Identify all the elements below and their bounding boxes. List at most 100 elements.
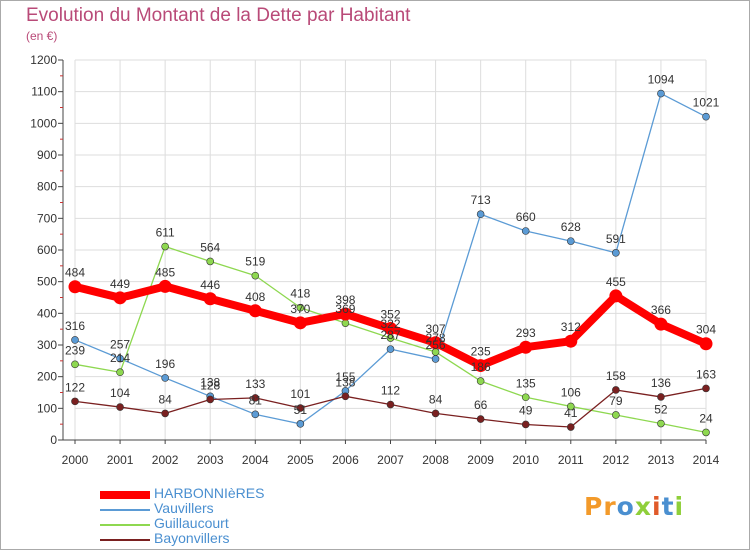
data-point [702, 384, 710, 393]
data-label: 660 [516, 210, 536, 224]
x-tick-label: 2000 [62, 453, 89, 467]
legend-label-vauvillers: Vauvillers [154, 500, 214, 516]
data-point [612, 411, 620, 419]
data-point [68, 280, 82, 294]
data-label: 104 [110, 386, 130, 400]
data-label: 41 [564, 406, 578, 420]
legend-label-bayonvillers: Bayonvillers [154, 530, 230, 546]
data-label: 322 [380, 317, 400, 331]
x-tick-label: 2001 [107, 453, 134, 467]
y-tick-label: 600 [37, 243, 57, 257]
data-label: 304 [696, 323, 716, 337]
proxiti-logo: Proxiti [584, 492, 685, 521]
x-tick-label: 2013 [648, 453, 675, 467]
x-tick-label: 2011 [558, 453, 584, 467]
data-point [386, 345, 395, 353]
y-tick-label: 0 [50, 433, 57, 447]
data-point [476, 377, 485, 385]
data-label: 186 [471, 360, 491, 374]
data-point [657, 393, 665, 401]
data-label: 455 [606, 275, 626, 289]
data-point [521, 393, 530, 402]
data-point [702, 428, 710, 437]
data-label: 446 [200, 278, 220, 292]
data-point [431, 355, 440, 363]
data-point [251, 394, 260, 402]
data-point [699, 337, 713, 351]
data-point [296, 404, 305, 412]
data-point [71, 397, 79, 406]
data-point [206, 395, 215, 404]
data-point [296, 420, 305, 428]
legend-swatch-bayonvillers [100, 539, 150, 541]
data-point [161, 409, 169, 418]
data-label: 158 [606, 369, 626, 383]
data-point [476, 415, 485, 423]
data-label: 101 [290, 387, 310, 401]
legend-label-harbonnieres: HARBONNIèRES [154, 485, 265, 501]
y-tick-label: 300 [37, 338, 57, 352]
y-tick-label: 700 [37, 211, 57, 225]
y-tick-label: 200 [37, 370, 57, 384]
x-tick-label: 2003 [197, 453, 224, 467]
data-point [566, 402, 575, 411]
data-label: 369 [335, 302, 355, 316]
data-point [657, 89, 665, 98]
data-label: 106 [561, 385, 581, 399]
data-label: 256 [426, 338, 446, 352]
data-point [251, 410, 260, 419]
x-tick-label: 2005 [287, 453, 314, 467]
data-label: 519 [245, 255, 265, 269]
data-label: 1094 [648, 73, 675, 87]
data-point [476, 210, 485, 219]
y-tick-label: 1000 [30, 116, 57, 130]
data-label: 370 [290, 302, 310, 316]
x-tick-label: 2009 [467, 453, 494, 467]
data-label: 235 [471, 345, 491, 359]
chart-subtitle: (en €) [26, 29, 58, 43]
data-point [386, 400, 395, 409]
y-tick-label: 400 [37, 306, 57, 320]
data-label: 287 [380, 328, 400, 342]
data-point [338, 307, 352, 321]
x-tick-label: 2014 [693, 453, 720, 467]
data-point [657, 419, 665, 428]
data-label: 564 [200, 240, 220, 254]
x-tick-label: 2006 [332, 453, 359, 467]
data-point [116, 354, 124, 363]
data-label: 51 [294, 403, 308, 417]
x-tick-label: 2008 [422, 453, 449, 467]
data-label: 122 [65, 380, 85, 394]
data-point [341, 392, 350, 401]
data-point [384, 322, 397, 336]
data-label: 398 [335, 293, 355, 307]
data-point [341, 319, 350, 327]
data-label: 155 [335, 370, 355, 384]
data-label: 84 [158, 392, 172, 406]
x-tick-label: 2010 [512, 453, 539, 467]
y-tick-label: 1100 [31, 85, 57, 99]
data-point [71, 336, 79, 344]
data-label: 163 [696, 367, 716, 381]
data-label: 293 [516, 326, 536, 340]
data-label: 84 [429, 392, 443, 406]
data-point [116, 368, 124, 377]
data-label: 24 [699, 411, 713, 425]
data-label: 138 [200, 375, 220, 389]
y-tick-label: 100 [37, 401, 57, 415]
data-point [654, 317, 668, 331]
legend-label-guillaucourt: Guillaucourt [154, 515, 229, 531]
x-tick-label: 2012 [603, 453, 630, 467]
y-tick-label: 800 [37, 180, 57, 194]
legend-swatch-guillaucourt [100, 524, 150, 526]
data-label: 485 [155, 265, 175, 279]
data-point [564, 334, 578, 348]
data-point [296, 303, 305, 312]
data-label: 239 [65, 343, 85, 357]
data-point [206, 257, 215, 266]
data-point [429, 336, 443, 350]
data-point [609, 289, 623, 303]
data-label: 307 [426, 322, 446, 336]
data-label: 79 [609, 394, 623, 408]
data-label: 135 [516, 376, 536, 390]
